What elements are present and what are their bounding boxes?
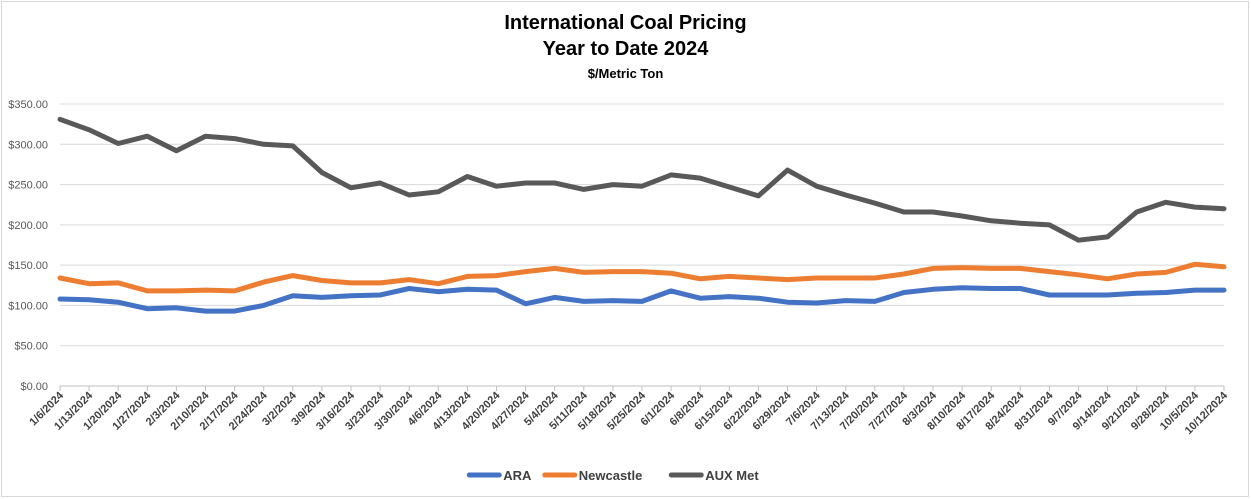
legend-label: Newcastle bbox=[579, 468, 643, 483]
legend-label: AUX Met bbox=[705, 468, 759, 483]
y-tick-label: $200.00 bbox=[8, 220, 48, 232]
chart-title-block: International Coal Pricing Year to Date … bbox=[0, 10, 1251, 84]
y-tick-label: $0.00 bbox=[20, 381, 48, 393]
chart-subtitle: $/Metric Ton bbox=[587, 66, 664, 81]
y-tick-label: $100.00 bbox=[8, 300, 48, 312]
series-line-aux-met bbox=[57, 116, 1227, 243]
legend-label: ARA bbox=[503, 468, 532, 483]
y-tick-label: $250.00 bbox=[8, 180, 48, 192]
chart-title-line2: Year to Date 2024 bbox=[542, 38, 709, 60]
series-line-newcastle bbox=[57, 261, 1227, 294]
y-tick-label: $150.00 bbox=[8, 260, 48, 272]
y-tick-label: $350.00 bbox=[8, 99, 48, 111]
y-tick-label: $50.00 bbox=[14, 341, 48, 353]
chart-title: International Coal Pricing bbox=[504, 12, 747, 34]
y-tick-label: $300.00 bbox=[8, 139, 48, 151]
series-line-ara bbox=[57, 285, 1227, 314]
